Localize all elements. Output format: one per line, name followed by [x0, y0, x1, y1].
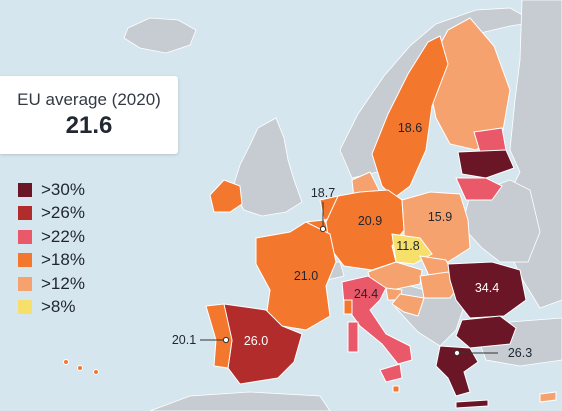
north-africa — [149, 391, 331, 411]
eu-average-card: EU average (2020) 21.6 — [0, 76, 178, 154]
eu-average-label: EU average (2020) — [17, 90, 161, 109]
estonia — [473, 127, 507, 153]
legend-swatch — [18, 182, 32, 197]
canary-island-1 — [63, 359, 69, 365]
leader-dots — [222, 225, 461, 357]
label-portugal: 20.1 — [172, 333, 196, 347]
label-germany: 20.9 — [358, 214, 382, 228]
greece-dot — [453, 349, 461, 357]
croatia — [391, 293, 425, 317]
eu-countries — [63, 17, 557, 409]
bulgaria — [455, 315, 517, 349]
label-belgium: 18.7 — [311, 186, 335, 200]
italy — [341, 275, 413, 365]
label-greece: 26.3 — [508, 346, 532, 360]
latvia — [457, 149, 515, 179]
legend-item: >8% — [18, 296, 85, 320]
label-france: 21.0 — [294, 269, 318, 283]
cyprus — [539, 391, 557, 403]
label-spain: 26.0 — [244, 334, 268, 348]
romania — [447, 261, 527, 319]
legend: >30% >26% >22% >18% >12% >8% — [18, 178, 85, 319]
lithuania — [455, 177, 503, 201]
belgium-dot — [319, 225, 327, 233]
corsica — [343, 299, 353, 315]
legend-item: >26% — [18, 202, 85, 226]
canary-island-2 — [77, 365, 83, 371]
portugal-dot — [222, 336, 230, 344]
legend-label: >12% — [41, 273, 85, 293]
legend-item: >18% — [18, 249, 85, 273]
crete — [455, 399, 489, 409]
legend-swatch — [18, 253, 32, 268]
france — [255, 221, 337, 331]
eu-average-value: 21.6 — [65, 112, 113, 139]
legend-label: >8% — [41, 297, 76, 317]
sweden — [371, 35, 449, 199]
malta — [392, 385, 400, 393]
legend-label: >26% — [41, 203, 85, 223]
legend-label: >30% — [41, 179, 85, 199]
label-czechia: 11.8 — [396, 239, 419, 253]
great-britain — [231, 117, 303, 217]
label-romania: 34.4 — [475, 281, 499, 295]
legend-label: >18% — [41, 250, 85, 270]
legend-swatch — [18, 276, 32, 291]
legend-item: >12% — [18, 272, 85, 296]
label-italy: 24.4 — [354, 287, 378, 301]
sardinia — [347, 321, 359, 353]
iceland — [123, 17, 197, 54]
legend-item: >30% — [18, 178, 85, 202]
finland — [425, 17, 511, 151]
legend-swatch — [18, 206, 32, 221]
legend-item: >22% — [18, 225, 85, 249]
sicily — [379, 363, 403, 383]
label-poland: 15.9 — [428, 210, 452, 224]
legend-swatch — [18, 300, 32, 315]
germany — [325, 189, 405, 271]
ireland — [209, 179, 243, 213]
value-labels: 18.6 18.7 20.9 15.9 11.8 21.0 24.4 34.4 … — [172, 121, 532, 360]
legend-swatch — [18, 229, 32, 244]
canary-island-3 — [93, 369, 99, 375]
leader-lines — [200, 202, 498, 354]
legend-label: >22% — [41, 226, 85, 246]
label-sweden: 18.6 — [398, 121, 422, 135]
